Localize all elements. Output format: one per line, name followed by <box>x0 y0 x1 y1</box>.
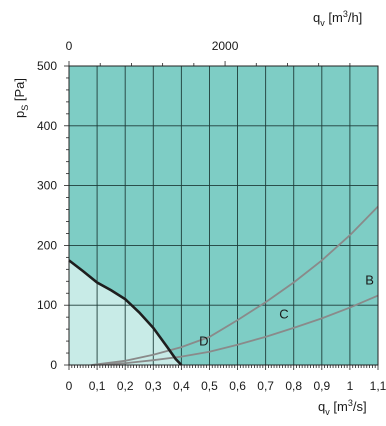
curve-label-b: B <box>365 272 374 287</box>
x-tick-label: 0,1 <box>89 379 106 393</box>
y-axis-label: pS [Pa] <box>12 78 30 118</box>
system-curve-b <box>91 294 379 366</box>
y-tick-label: 400 <box>37 119 57 133</box>
x-tick-label: 0,2 <box>117 379 134 393</box>
y-tick-label: 100 <box>37 298 57 312</box>
system-curve-c <box>91 205 379 366</box>
top-tick-label: 0 <box>66 39 73 53</box>
y-tick-label: 0 <box>50 358 57 372</box>
curve-label-c: C <box>279 306 288 321</box>
x-tick-label: 0,4 <box>173 379 190 393</box>
curve-labels: B C D <box>199 272 374 348</box>
x-tick-label: 0,7 <box>257 379 274 393</box>
axis-ticks <box>64 61 379 370</box>
tick-labels: 0 0,1 0,2 0,3 0,4 0,5 0,6 0,7 0,8 0,9 1 1,1 0 100 200 3… <box>37 39 386 393</box>
x-tick-label: 0,9 <box>313 379 330 393</box>
y-tick-label: 200 <box>37 238 57 252</box>
y-tick-label: 500 <box>37 59 57 73</box>
x-tick-label: 0 <box>66 379 73 393</box>
x-tick-label: 1 <box>347 379 354 393</box>
curve-label-d: D <box>199 333 208 348</box>
gridlines <box>69 66 378 365</box>
y-tick-label: 300 <box>37 179 57 193</box>
x-tick-label: 0,3 <box>145 379 162 393</box>
system-curves <box>91 205 379 366</box>
x-tick-label: 0,8 <box>285 379 302 393</box>
top-axis-label: qv [m3/h] <box>313 9 362 28</box>
x-tick-label: 0,6 <box>229 379 246 393</box>
x-tick-label: 1,1 <box>370 379 386 393</box>
top-tick-label: 2000 <box>212 39 239 53</box>
bottom-axis-label: qv [m3/s] <box>318 398 367 417</box>
fan-curve <box>68 259 183 366</box>
x-tick-label: 0,5 <box>201 379 218 393</box>
